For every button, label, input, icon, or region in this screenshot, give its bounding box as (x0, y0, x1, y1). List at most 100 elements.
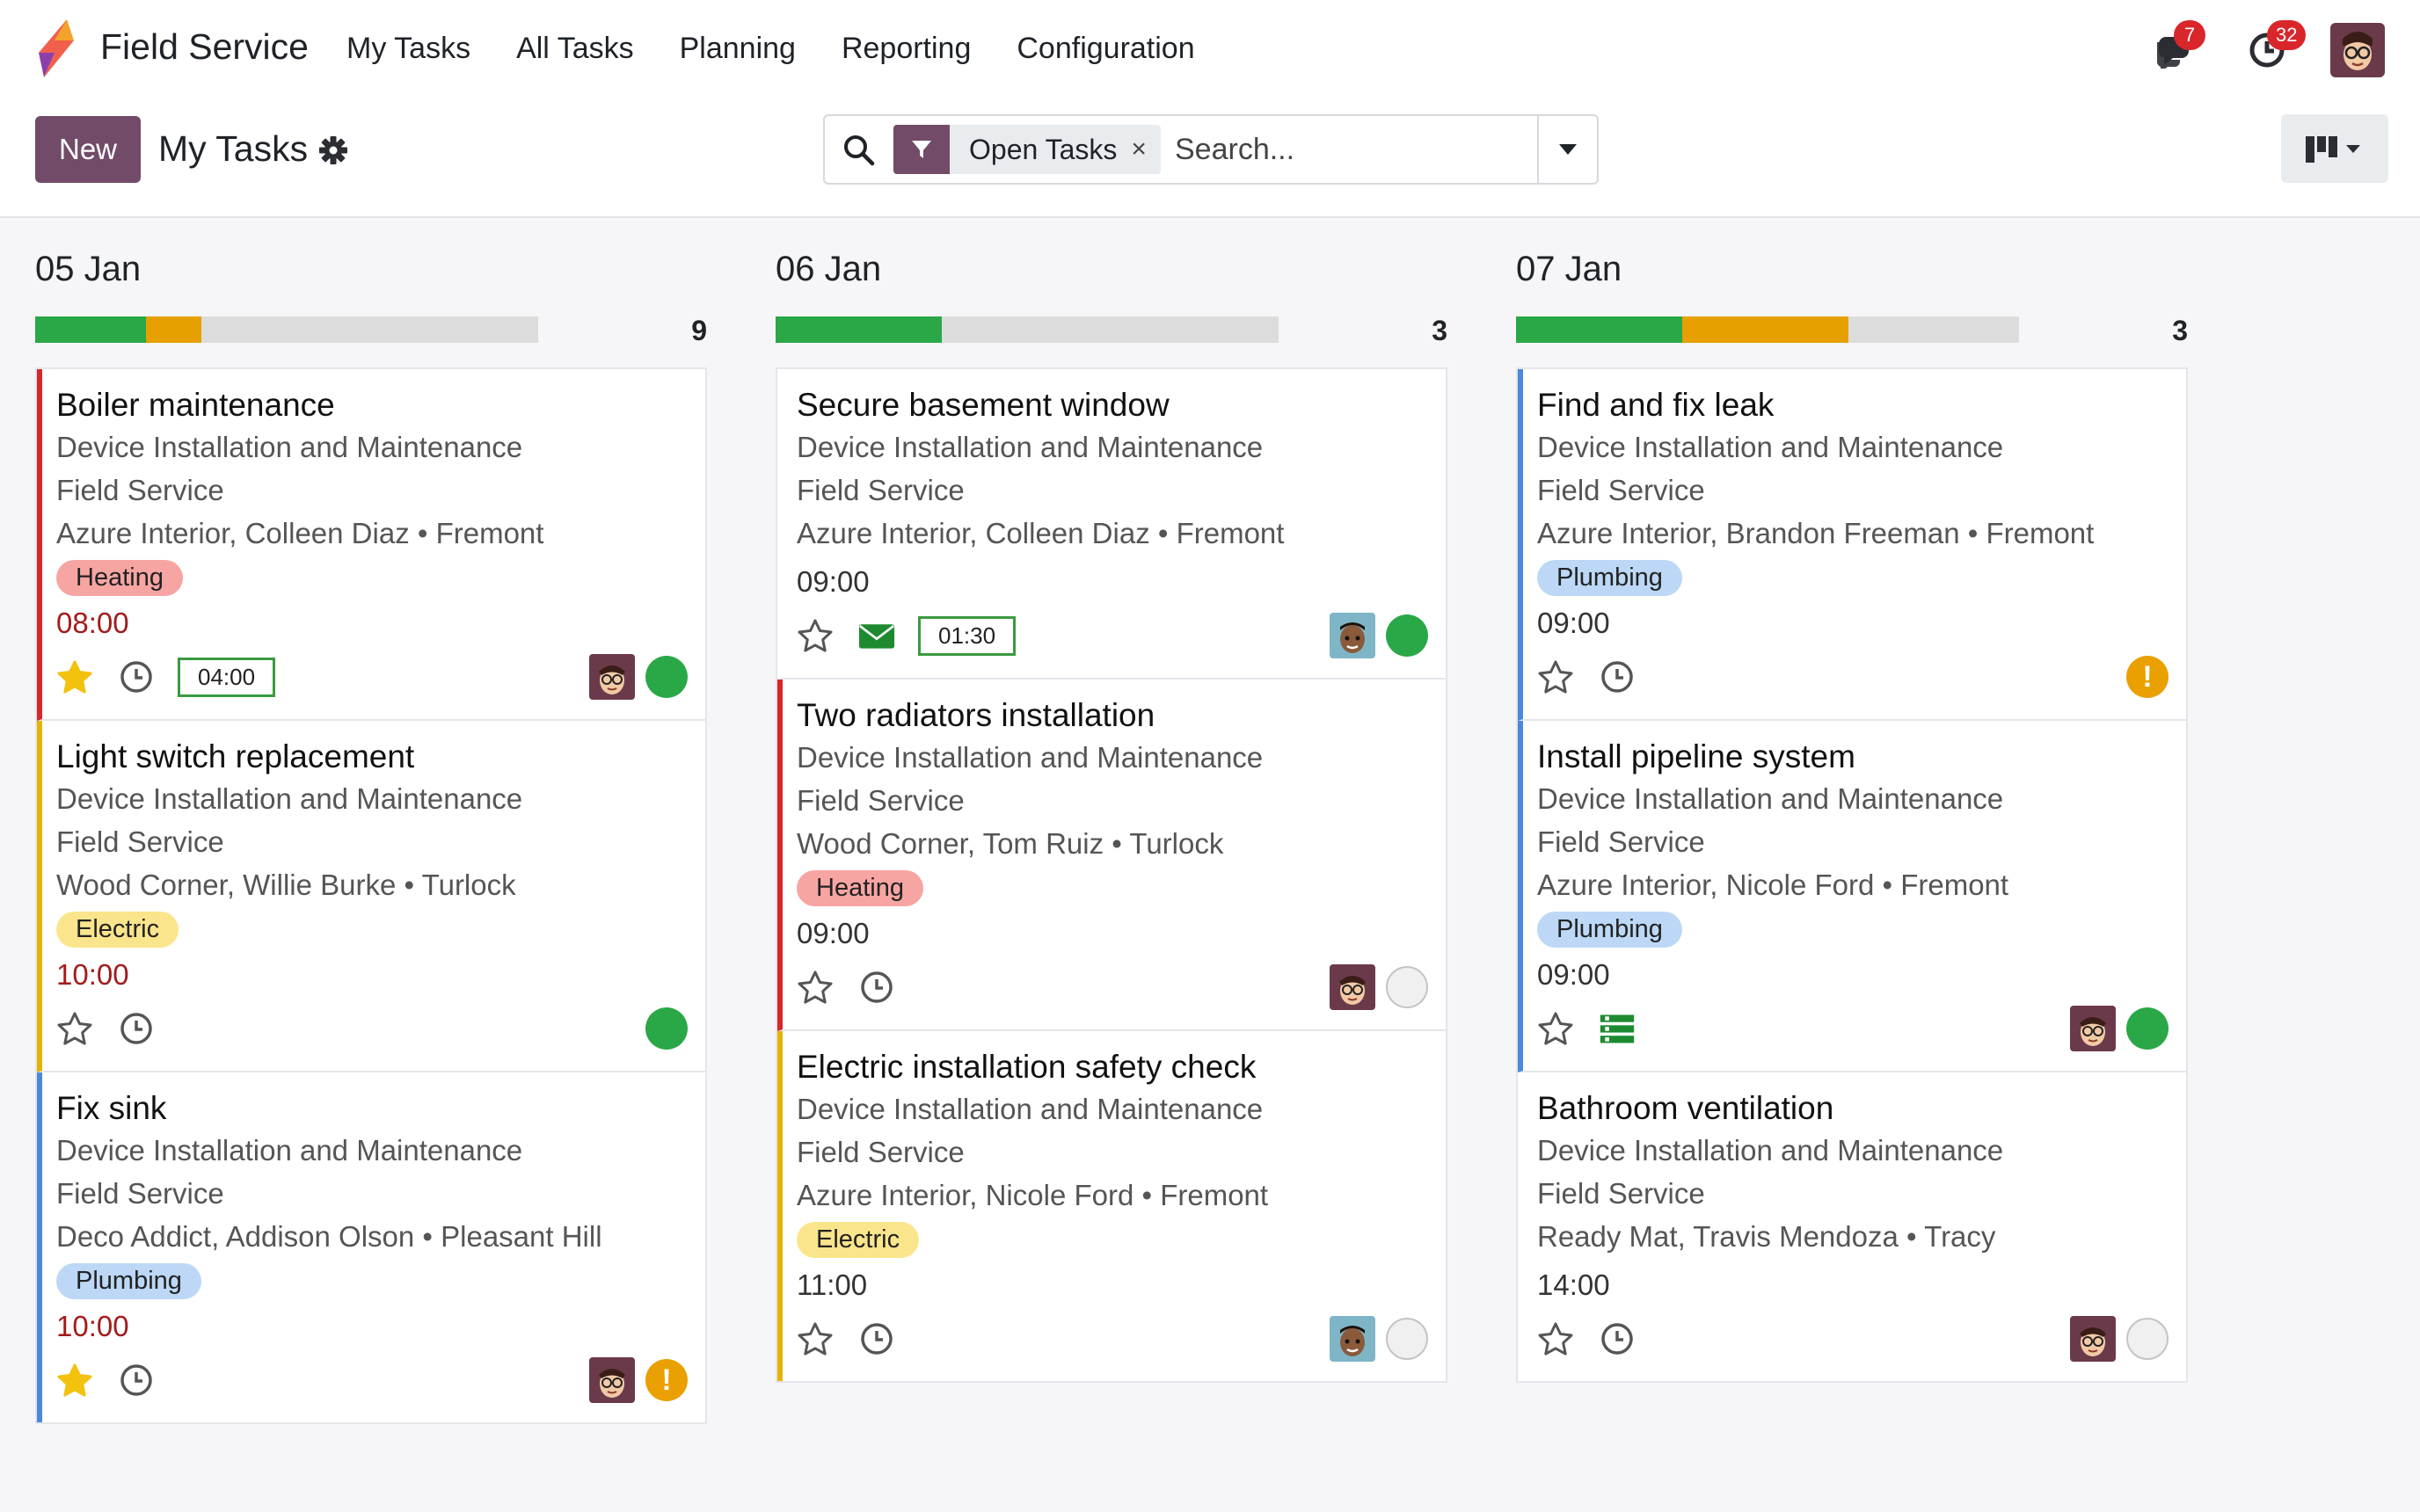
assignee-avatar[interactable] (2070, 1006, 2116, 1051)
task-title[interactable]: Two radiators installation (797, 697, 1155, 733)
activity-clock-icon[interactable] (858, 969, 895, 1006)
task-project: Device Installation and Maintenance (797, 431, 1264, 463)
assignee-avatar[interactable] (1330, 964, 1375, 1010)
task-title[interactable]: Light switch replacement (56, 738, 415, 774)
task-card[interactable]: Two radiators installation Device Install… (777, 680, 1446, 1031)
user-avatar[interactable] (2330, 23, 2385, 77)
column-count: 3 (1432, 315, 1447, 346)
progress-late-segment[interactable] (145, 316, 201, 343)
search-input[interactable] (1175, 127, 1509, 172)
activity-clock-icon[interactable] (118, 1010, 155, 1047)
progress-done-segment[interactable] (1516, 316, 1682, 343)
search-options-toggle[interactable] (1537, 116, 1597, 183)
task-card[interactable]: Find and fix leak Device Installation and… (1518, 369, 2186, 721)
star-icon[interactable] (1537, 658, 1574, 695)
task-app: Field Service (56, 1177, 224, 1210)
column-title[interactable]: 07 Jan (1516, 250, 1622, 288)
task-title[interactable]: Electric installation safety check (797, 1049, 1257, 1085)
assignee-avatar[interactable] (2070, 1316, 2116, 1362)
star-icon[interactable] (797, 1320, 834, 1357)
card-right-tools: ! (2126, 656, 2169, 698)
task-title[interactable]: Find and fix leak (1537, 387, 1775, 423)
task-card[interactable]: Electric installation safety check Device… (777, 1031, 1446, 1381)
task-project: Device Installation and Maintenance (797, 741, 1264, 774)
task-title[interactable]: Bathroom ventilation (1537, 1090, 1834, 1126)
menu-my-tasks[interactable]: My Tasks (346, 32, 471, 65)
status-indicator[interactable] (2126, 1318, 2169, 1360)
activity-clock-icon[interactable] (118, 658, 155, 695)
activity-clock-icon[interactable] (1599, 658, 1636, 695)
warning-status-icon[interactable]: ! (2126, 656, 2169, 698)
task-title[interactable]: Fix sink (56, 1090, 167, 1126)
task-card[interactable]: Bathroom ventilation Device Installation … (1518, 1072, 2186, 1381)
task-project: Device Installation and Maintenance (1537, 782, 2004, 815)
star-filled-icon[interactable] (56, 658, 93, 695)
task-project: Device Installation and Maintenance (1537, 1134, 2004, 1167)
star-icon[interactable] (1537, 1010, 1574, 1047)
star-icon[interactable] (797, 617, 834, 654)
messages-button[interactable]: 7 (2147, 20, 2205, 76)
task-time: 09:00 (797, 565, 870, 598)
card-right-tools (1330, 613, 1428, 658)
view-switcher[interactable] (2281, 114, 2388, 183)
assignee-avatar[interactable] (589, 654, 635, 700)
menu-configuration[interactable]: Configuration (1017, 32, 1195, 65)
progress-late-segment[interactable] (1681, 316, 1848, 343)
assignee-avatar[interactable] (589, 1357, 635, 1403)
star-icon[interactable] (56, 1010, 93, 1047)
kanban-board: 05 Jan 9 Boiler maintenance Device Installa… (35, 232, 2188, 1424)
column-title[interactable]: 05 Jan (35, 250, 142, 288)
task-title[interactable]: Boiler maintenance (56, 387, 335, 423)
column-progress-bar[interactable] (1516, 316, 2019, 343)
messages-badge: 7 (2174, 20, 2205, 50)
activity-clock-icon[interactable] (1599, 1320, 1636, 1357)
tag-row: Heating (797, 865, 1428, 906)
kanban-view-icon (2306, 136, 2360, 163)
column-progress-bar[interactable] (35, 316, 538, 343)
task-title[interactable]: Secure basement window (797, 387, 1170, 423)
card-right-tools (645, 1007, 688, 1050)
task-app: Field Service (797, 784, 965, 817)
status-indicator[interactable] (645, 1007, 688, 1050)
activities-button[interactable]: 32 (2241, 20, 2307, 76)
menu-all-tasks[interactable]: All Tasks (516, 32, 634, 65)
column-count: 3 (2172, 315, 2188, 346)
column-progress-bar[interactable] (776, 316, 1279, 343)
app-name[interactable]: Field Service (100, 26, 309, 67)
star-filled-icon[interactable] (56, 1362, 93, 1399)
task-card[interactable]: Install pipeline system Device Installati… (1518, 721, 2186, 1072)
progress-done-segment[interactable] (35, 316, 146, 343)
star-icon[interactable] (1537, 1320, 1574, 1357)
task-customer: Azure Interior, Nicole Ford • Fremont (1537, 869, 2009, 901)
field-service-logo-icon[interactable] (32, 18, 81, 79)
status-indicator[interactable] (2126, 1007, 2169, 1050)
gear-icon[interactable] (318, 135, 348, 165)
activity-clock-icon[interactable] (858, 1320, 895, 1357)
menu-reporting[interactable]: Reporting (841, 32, 972, 65)
task-project: Device Installation and Maintenance (1537, 431, 2004, 463)
assignee-avatar[interactable] (1330, 613, 1375, 658)
status-indicator[interactable] (1386, 614, 1428, 657)
facet-remove-button[interactable]: × (1131, 134, 1147, 164)
progress-done-segment[interactable] (776, 316, 942, 343)
task-card[interactable]: Secure basement window Device Installatio… (777, 369, 1446, 680)
assignee-avatar[interactable] (1330, 1316, 1375, 1362)
new-button[interactable]: New (35, 116, 141, 183)
activity-clock-icon[interactable] (118, 1362, 155, 1399)
task-card[interactable]: Fix sink Device Installation and Maintena… (37, 1072, 705, 1422)
task-title[interactable]: Install pipeline system (1537, 738, 1855, 774)
task-app: Field Service (56, 474, 224, 506)
status-indicator[interactable] (1386, 1318, 1428, 1360)
star-icon[interactable] (797, 969, 834, 1006)
status-indicator[interactable] (1386, 966, 1428, 1008)
task-card[interactable]: Boiler maintenance Device Installation an… (37, 369, 705, 721)
email-icon[interactable] (858, 617, 895, 654)
menu-planning[interactable]: Planning (679, 32, 796, 65)
search-icon[interactable] (842, 134, 876, 167)
status-indicator[interactable] (645, 656, 688, 698)
column-title[interactable]: 06 Jan (776, 250, 882, 288)
warning-status-icon[interactable]: ! (645, 1359, 688, 1401)
checklist-icon[interactable] (1599, 1010, 1636, 1047)
task-card[interactable]: Light switch replacement Device Installat… (37, 721, 705, 1072)
kanban-column: 07 Jan 3 Find and fix leak Device Installat… (1516, 232, 2188, 1424)
